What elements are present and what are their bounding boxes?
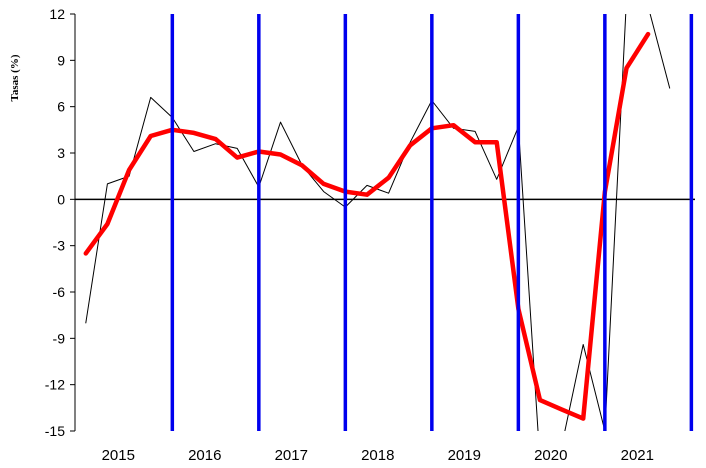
y-tick-label: 3	[57, 145, 65, 161]
y-tick-label: -12	[45, 377, 65, 393]
x-tick-label: 2019	[448, 447, 481, 464]
y-axis-label: Tasas (%)	[9, 54, 21, 101]
y-tick-label: -9	[53, 330, 66, 346]
y-tick-label: -6	[53, 284, 66, 300]
smoothed-series-line	[86, 34, 648, 419]
y-tick-label: 12	[49, 6, 65, 22]
y-tick-label: -15	[45, 423, 65, 439]
y-tick-label: 6	[57, 99, 65, 115]
y-tick-label: 9	[57, 52, 65, 68]
x-tick-label: 2017	[275, 447, 308, 464]
y-tick-label: 0	[57, 191, 65, 207]
x-tick-label: 2015	[102, 447, 135, 464]
x-axis: 2015 2016 2017 2018 2019 2020 2021	[102, 447, 654, 464]
y-axis: 12 9 6 3 0 -3 -6 -9 -12 -15	[45, 6, 75, 439]
y-tick-label: -3	[53, 238, 66, 254]
x-tick-label: 2021	[621, 447, 654, 464]
x-tick-label: 2016	[188, 447, 221, 464]
x-tick-label: 2018	[361, 447, 394, 464]
vertical-markers	[172, 14, 691, 431]
x-tick-label: 2020	[534, 447, 567, 464]
